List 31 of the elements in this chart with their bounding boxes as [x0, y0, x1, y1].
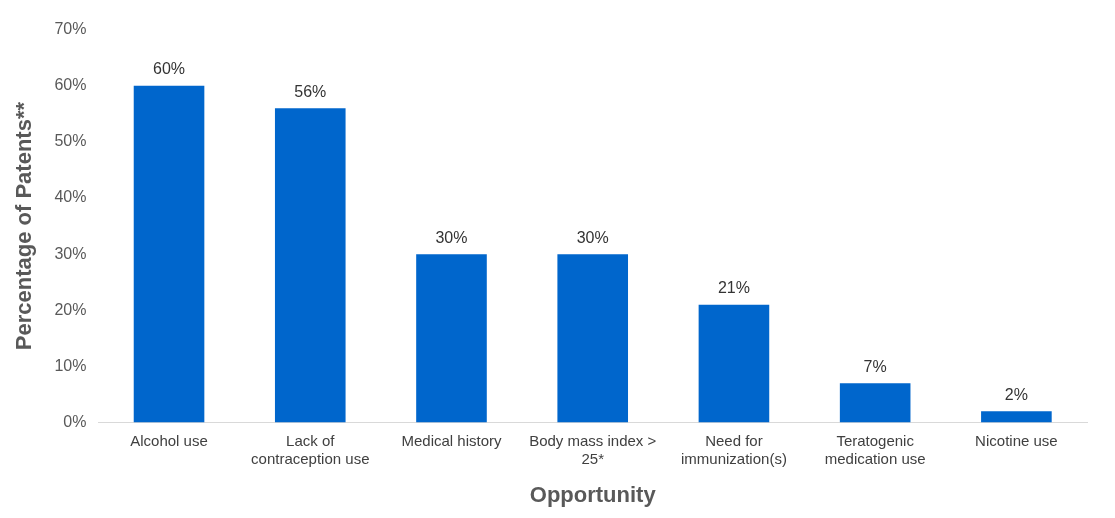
x-tick-label: Need for immunization(s)	[681, 431, 787, 467]
bar	[839, 383, 911, 423]
data-label: 30%	[435, 228, 468, 246]
x-axis-title: Opportunity	[529, 481, 657, 507]
y-tick-label: 70%	[54, 20, 87, 38]
bar	[557, 254, 629, 423]
x-tick-label: Medical history	[401, 431, 502, 449]
y-tick-label: 10%	[54, 356, 87, 374]
y-tick-label: 0%	[63, 413, 87, 431]
y-tick-label: 60%	[54, 76, 87, 94]
y-axis-title: Percentage of Patents**	[11, 101, 37, 351]
data-label: 21%	[717, 279, 750, 297]
x-tick-label: Teratogenic medication use	[824, 431, 926, 467]
y-tick-label: 20%	[54, 300, 87, 318]
data-label: 2%	[1004, 385, 1028, 403]
data-label: 56%	[294, 82, 327, 100]
bar	[698, 304, 770, 423]
x-tick-label: Lack of contraception use	[251, 431, 370, 467]
bar	[274, 108, 346, 423]
data-label: 7%	[863, 357, 887, 375]
y-tick-label: 40%	[54, 188, 87, 206]
y-tick-label: 30%	[54, 244, 87, 262]
data-label: 60%	[153, 60, 186, 78]
y-tick-label: 50%	[54, 132, 87, 150]
bar	[981, 411, 1052, 423]
bar	[133, 85, 205, 423]
bar	[416, 254, 487, 423]
data-label: 30%	[576, 228, 609, 246]
x-tick-label: Body mass index > 25*	[529, 431, 657, 467]
x-tick-label: Alcohol use	[130, 431, 208, 449]
x-tick-label: Nicotine use	[975, 431, 1058, 449]
